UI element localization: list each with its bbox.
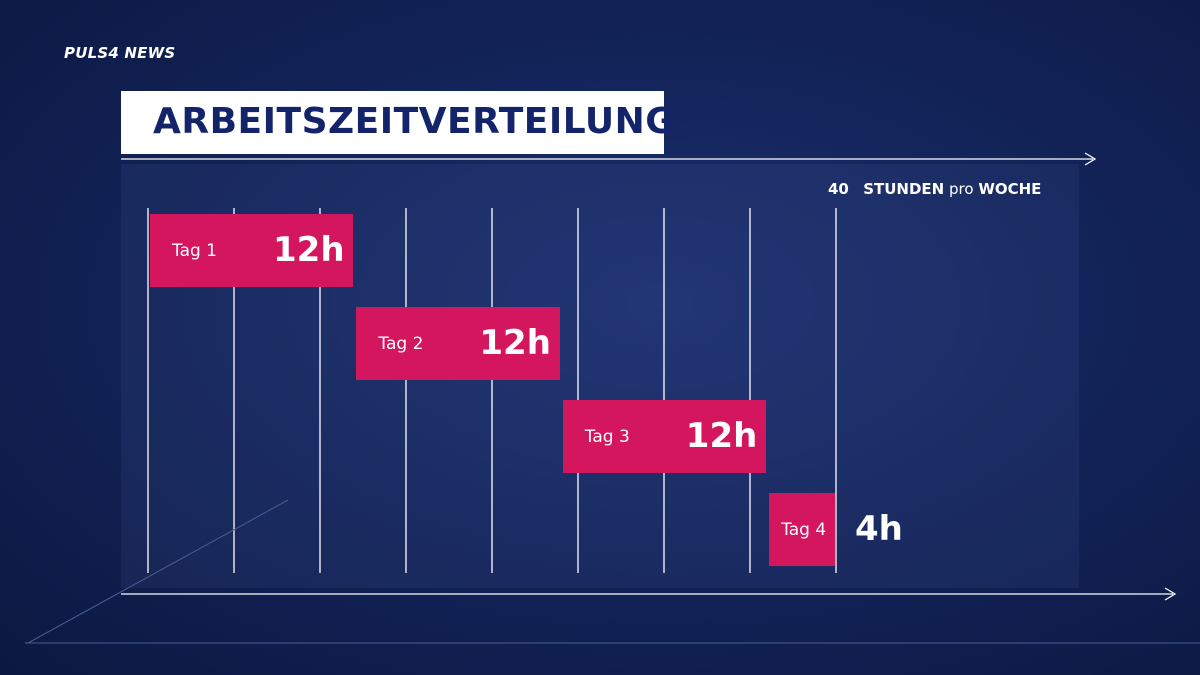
- puls4-news-logo: PULS4 NEWS: [64, 44, 176, 62]
- weekly-total-label: 40 STUNDEN pro WOCHE: [828, 180, 1041, 198]
- bar-label-2: Tag 2: [378, 334, 424, 354]
- bar-value-4: 4h: [855, 509, 903, 549]
- bar-value-2: 12h: [479, 323, 551, 363]
- chart-title: ARBEITSZEITVERTEILUNG: [153, 101, 676, 142]
- bottom-axis-arrow: [121, 587, 1177, 601]
- bar-2: [356, 307, 560, 380]
- bar-1: [150, 214, 354, 287]
- bar-label-3: Tag 3: [584, 427, 630, 447]
- bar-3: [562, 400, 767, 473]
- bar-label-4: Tag 4: [781, 520, 827, 540]
- bar-value-3: 12h: [685, 416, 758, 456]
- weekly-total-number: 40: [828, 180, 849, 198]
- weekly-total-week: WOCHE: [978, 180, 1042, 198]
- weekly-total-unit: STUNDEN: [863, 180, 945, 198]
- weekly-total-pro: pro: [949, 180, 974, 198]
- bar-4: [769, 493, 835, 566]
- bar-label-1: Tag 1: [172, 241, 217, 261]
- title-box: ARBEITSZEITVERTEILUNG: [121, 91, 675, 154]
- perspective-line: [27, 499, 289, 644]
- bar-value-1: 12h: [273, 230, 345, 270]
- top-axis-arrow: [121, 152, 1097, 166]
